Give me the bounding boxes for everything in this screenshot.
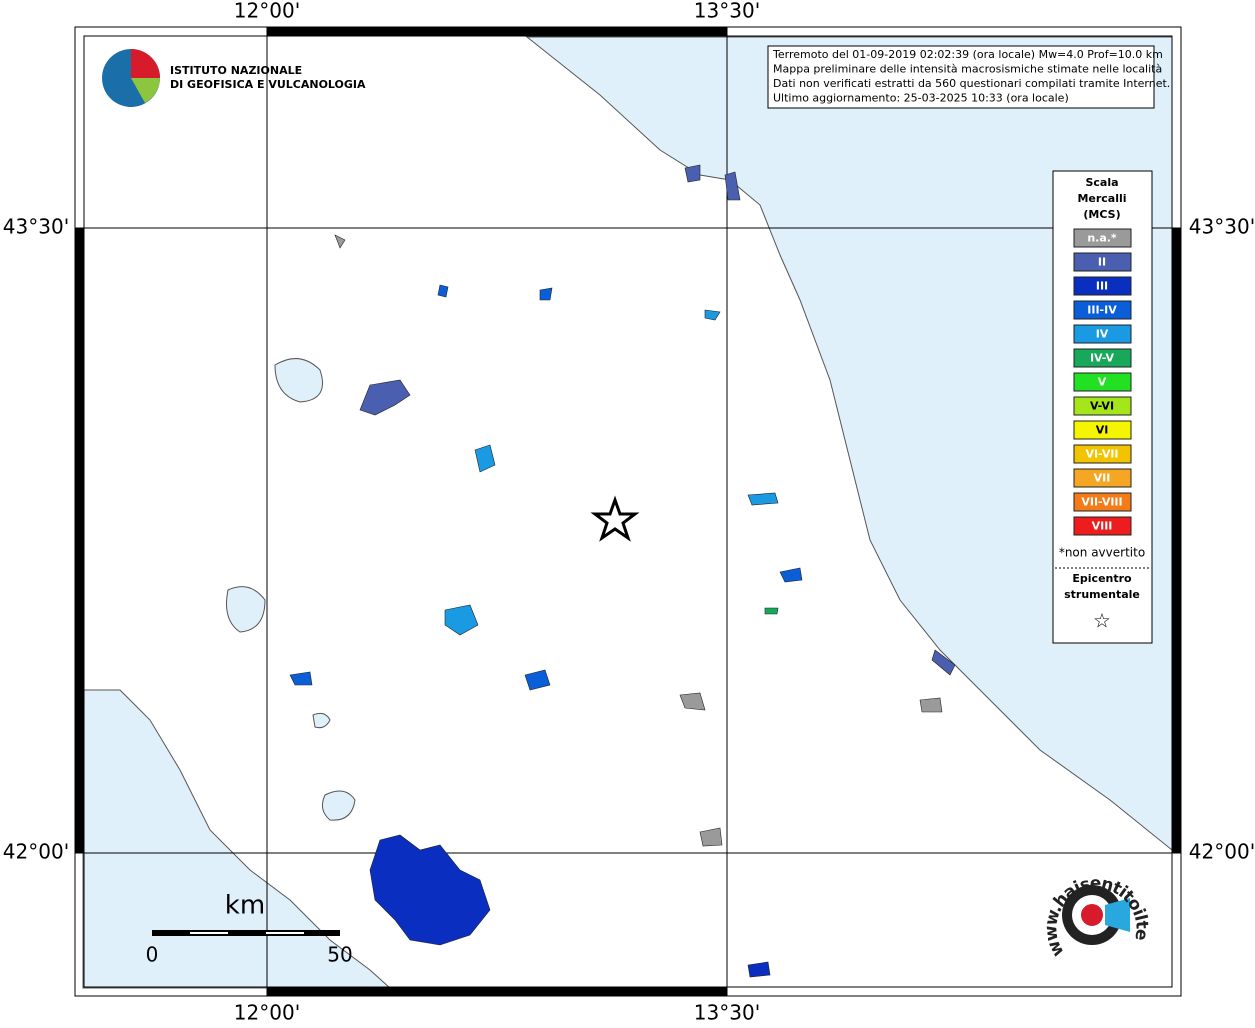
scale-unit: km [225,891,265,921]
frame-inner [83,35,1173,988]
lat-label: 42°00' [3,840,69,864]
legend-swatch [1073,492,1132,512]
legend-label: n.a.* [1087,232,1117,245]
legend-swatch [1073,324,1132,344]
frame-border [74,26,1182,997]
lat-label: 43°30' [1189,215,1255,239]
legend-label: V [1098,376,1107,389]
legend-swatch [1073,420,1132,440]
legend-label: III-IV [1087,304,1117,317]
legend-title: Mercalli [1077,192,1126,205]
legend-epicentre: strumentale [1064,588,1140,601]
legend-epicentre: Epicentro [1072,572,1132,585]
legend-star: ☆ [1093,609,1111,633]
scale-start: 0 [146,943,159,967]
legend-title: (MCS) [1083,208,1120,221]
info-line: Terremoto del 01-09-2019 02:02:39 (ora l… [772,48,1163,61]
legend-swatch [1073,348,1132,368]
scale-end: 50 [327,943,352,967]
lon-label: 12°00' [234,1001,300,1025]
legend-swatch [1073,300,1132,320]
legend-swatch [1073,372,1132,392]
institute-line: ISTITUTO NAZIONALE [170,64,302,77]
lat-label: 43°30' [3,215,69,239]
lat-label: 42°00' [1189,840,1255,864]
legend-label: VII-VIII [1081,496,1122,509]
epicentre-star [590,495,640,542]
scale-bar: km 0 50 [146,891,353,967]
lon-label: 13°30' [694,1001,760,1025]
legend-label: IV [1096,328,1109,341]
lon-label: 12°00' [234,0,300,23]
legend-label: VI [1096,424,1109,437]
legend-swatch [1073,444,1132,464]
legend-label: VIII [1092,520,1113,533]
info-line: Dati non verificati estratti da 560 ques… [773,77,1170,90]
legend-box [1052,170,1153,644]
legend-label: II [1098,256,1106,269]
legend-swatch [1073,468,1132,488]
legend-label: V-VI [1090,400,1114,413]
lon-label: 13°30' [694,0,760,23]
localities [289,164,956,978]
legend-swatch [1073,252,1132,272]
legend-note: *non avvertito [1059,546,1145,560]
info-line: Mappa preliminare delle intensità macros… [773,63,1162,76]
frame-bars [75,27,1181,996]
ingv-logo: ISTITUTO NAZIONALE DI GEOFISICA E VULCAN… [102,49,366,107]
legend-swatch [1073,396,1132,416]
legend-swatch [1073,276,1132,296]
info-line: Ultimo aggiornamento: 25-03-2025 10:33 (… [773,92,1069,105]
info-box [767,45,1155,109]
legend-title: Scala [1085,176,1118,189]
legend-label: VII [1094,472,1111,485]
legend-label: VI-VII [1085,448,1118,461]
lakes [226,358,356,821]
legend-label: III [1096,280,1108,293]
legend-label: IV-V [1090,352,1115,365]
legend-swatch [1073,228,1132,248]
legend-swatch [1073,516,1132,536]
institute-line: DI GEOFISICA E VULCANOLOGIA [170,78,366,91]
